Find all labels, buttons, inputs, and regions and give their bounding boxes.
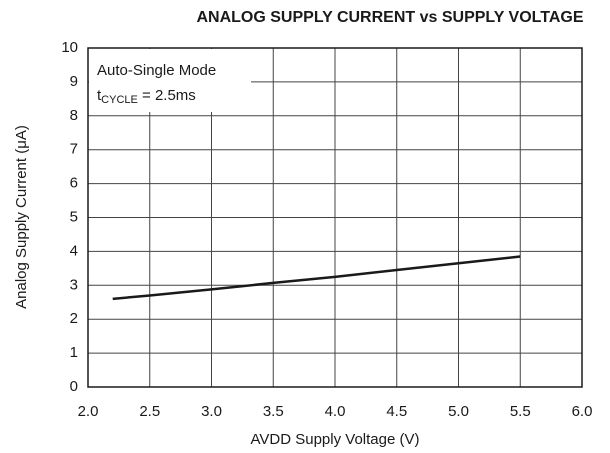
y-tick-label: 0 <box>70 378 78 395</box>
annotation-subscript: CYCLE <box>101 94 138 106</box>
x-tick-label: 3.0 <box>201 403 222 420</box>
x-tick-label: 5.5 <box>510 403 531 420</box>
y-tick-label: 2 <box>70 310 78 327</box>
x-axis-label: AVDD Supply Voltage (V) <box>251 431 420 448</box>
chart-title: ANALOG SUPPLY CURRENT vs SUPPLY VOLTAGE <box>196 9 583 26</box>
y-tick-label: 10 <box>61 39 78 56</box>
x-tick-label: 3.5 <box>263 403 284 420</box>
x-tick-label: 2.5 <box>139 403 160 420</box>
x-tick-label: 4.5 <box>386 403 407 420</box>
annotation-symbol: t <box>97 87 102 104</box>
y-axis-label: Analog Supply Current (μA) <box>13 125 30 309</box>
y-tick-label: 6 <box>70 175 78 192</box>
x-tick-label: 4.0 <box>325 403 346 420</box>
annotation: tCYCLE = 2.5ms <box>97 87 196 106</box>
y-tick-label: 1 <box>70 344 78 361</box>
plot-frame <box>87 47 583 388</box>
y-tick-label: 3 <box>70 276 78 293</box>
annotation: Auto-Single Mode <box>97 62 216 79</box>
data-line <box>112 255 521 301</box>
y-tick-label: 5 <box>70 208 78 225</box>
annotation-box <box>89 49 251 112</box>
annotation-text: = 2.5ms <box>138 87 196 104</box>
y-tick-label: 9 <box>70 73 78 90</box>
x-tick-label: 6.0 <box>572 403 593 420</box>
x-tick-label: 5.0 <box>448 403 469 420</box>
y-tick-label: 7 <box>70 141 78 158</box>
x-tick-label: 2.0 <box>78 403 99 420</box>
y-tick-label: 4 <box>70 242 78 259</box>
y-tick-label: 8 <box>70 107 78 124</box>
